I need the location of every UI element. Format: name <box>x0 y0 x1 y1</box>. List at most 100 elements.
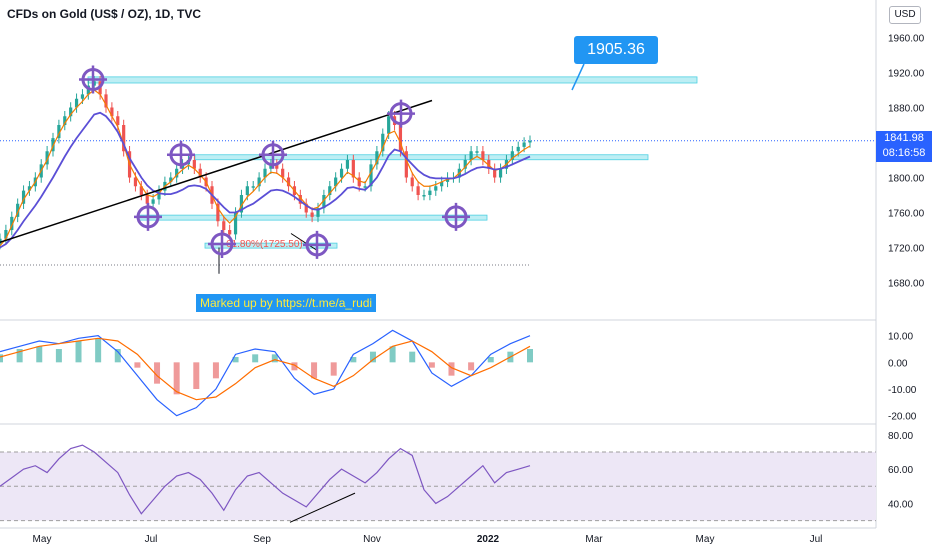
crosshair-marker <box>167 140 195 169</box>
candle-body <box>304 203 308 213</box>
candle-body <box>269 164 273 169</box>
candle-body <box>469 151 473 160</box>
candle-body <box>192 160 196 169</box>
candle-body <box>133 177 138 187</box>
y-tick-label: 1720.00 <box>888 244 925 255</box>
candle-body <box>428 190 432 195</box>
candle-body <box>440 181 444 187</box>
candle-body <box>322 195 326 209</box>
candle-body <box>351 160 355 178</box>
candle-body <box>310 212 314 217</box>
candle-body <box>169 177 173 182</box>
macd-histogram-bar <box>55 349 62 363</box>
y-tick-label: 1800.00 <box>888 174 925 185</box>
candle-body <box>357 177 361 187</box>
candle-body <box>74 98 79 108</box>
markup-note: Marked up by https://t.me/a_rudi <box>196 294 377 312</box>
ascending-trendline <box>0 99 433 243</box>
x-tick-label: Mar <box>585 534 603 545</box>
candle-body <box>328 186 332 195</box>
macd-histogram-bar <box>291 362 298 371</box>
macd-histogram-bar <box>311 362 318 379</box>
crosshair-marker <box>79 65 107 94</box>
candle-body <box>104 94 108 108</box>
candle-body <box>145 195 149 204</box>
macd-histogram-bar <box>36 346 43 363</box>
candle-body <box>345 160 350 169</box>
x-tick-label: Jul <box>810 534 823 545</box>
crosshair-marker <box>442 202 470 231</box>
macd-histogram-bar <box>252 354 259 363</box>
candle-body <box>116 116 120 125</box>
candle-body <box>139 186 143 195</box>
candle-body <box>334 177 338 187</box>
y-tick-label: 1960.00 <box>888 34 925 45</box>
candle-body <box>257 177 261 187</box>
candle-body <box>434 186 438 191</box>
candle-body <box>375 151 379 165</box>
y-tick-label: 1880.00 <box>888 104 925 115</box>
macd-histogram-bar <box>16 349 23 363</box>
candle-body <box>416 186 420 195</box>
candle-body <box>410 177 414 187</box>
crosshair-marker <box>303 230 331 259</box>
candle-body <box>286 177 291 187</box>
candle-body <box>404 151 408 178</box>
crosshair-marker <box>259 140 287 169</box>
candle-body <box>363 186 367 188</box>
candle-body <box>298 195 302 204</box>
crosshair-marker <box>134 202 162 231</box>
symbol-title: CFDs on Gold (US$ / OZ), 1D, TVC <box>7 7 202 21</box>
rsi-trendline <box>289 492 356 523</box>
macd-y-tick-label: 10.00 <box>888 332 913 343</box>
candle-body <box>463 160 467 169</box>
bar-countdown: 08:16:58 <box>882 147 926 159</box>
macd-histogram-bar <box>193 362 200 389</box>
zone-rect <box>194 154 649 161</box>
macd-histogram-bar <box>468 362 475 371</box>
macd-histogram-bar <box>212 362 219 379</box>
candle-body <box>175 168 179 178</box>
y-tick-label: 1760.00 <box>888 209 925 220</box>
candle-body <box>263 168 267 178</box>
ema-fast-line <box>0 89 531 247</box>
candle-body <box>4 230 8 239</box>
candle-body <box>45 151 49 165</box>
candle-body <box>481 151 485 160</box>
price-callout: 1905.36 <box>574 36 658 64</box>
candle-body <box>63 116 67 125</box>
candle-body <box>487 160 491 169</box>
x-tick-label: Nov <box>363 534 381 545</box>
fib-label: 61.80%(1725.50) <box>226 239 303 250</box>
macd-histogram-bar <box>330 362 337 376</box>
candle-body <box>216 203 220 222</box>
candle-body <box>198 168 202 178</box>
candle-body <box>151 199 155 204</box>
divergence-line <box>290 233 319 252</box>
candle-body <box>16 203 20 217</box>
candle-body <box>10 216 14 230</box>
candle-body <box>239 195 244 213</box>
macd-histogram-bar <box>271 354 278 363</box>
candle-body <box>422 195 426 197</box>
macd-y-tick-label: 0.00 <box>888 358 908 369</box>
macd-histogram-bar <box>409 351 416 363</box>
ema-slow-line <box>0 111 531 249</box>
crosshair-marker <box>387 99 415 128</box>
candle-body <box>516 146 520 152</box>
currency-button[interactable]: USD <box>889 6 921 24</box>
candle-body <box>498 168 503 178</box>
candle-body <box>493 168 497 178</box>
macd-histogram-bar <box>134 362 141 368</box>
macd-histogram-bar <box>428 362 435 368</box>
macd-histogram-bar <box>95 338 102 363</box>
crosshair-marker <box>208 230 236 258</box>
zone-rect <box>87 76 698 84</box>
candle-body <box>27 186 32 191</box>
last-price-tag: 1841.98 08:16:58 <box>876 131 932 162</box>
candle-body <box>522 142 526 147</box>
macd-y-tick-label: -10.00 <box>888 385 917 396</box>
callout-pointer <box>571 63 585 91</box>
candle-body <box>228 230 232 235</box>
